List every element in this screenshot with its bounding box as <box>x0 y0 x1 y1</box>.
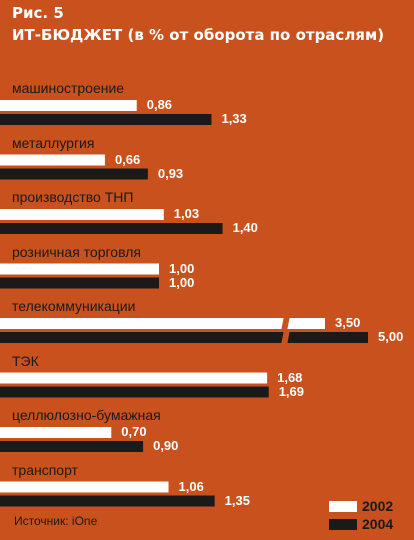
legend-label: 2004 <box>362 516 394 532</box>
bar-2004 <box>0 223 223 234</box>
category-label: машиностроение <box>12 80 125 96</box>
category-label: телекоммуникации <box>12 298 136 314</box>
value-label: 0,90 <box>153 438 179 453</box>
legend-swatch <box>329 501 357 512</box>
value-label: 1,06 <box>178 478 204 494</box>
bar-2002 <box>0 209 164 220</box>
bar-2002 <box>0 427 112 438</box>
bar-2002 <box>0 318 325 329</box>
chart-title: ИТ-БЮДЖЕТ (в % от оборота по отраслям) <box>12 26 385 44</box>
category-label: металлургия <box>12 134 95 151</box>
bar-2002 <box>0 154 105 166</box>
bar-2002 <box>0 100 137 111</box>
bar-2004 <box>0 332 368 343</box>
value-label: 0,70 <box>121 424 147 439</box>
value-label: 1,40 <box>232 220 258 235</box>
value-label: 0,86 <box>146 97 173 112</box>
figure-number: Рис. 5 <box>12 4 64 22</box>
bar-2004 <box>0 114 212 125</box>
value-label: 1,35 <box>224 492 250 508</box>
value-label: 1,68 <box>277 369 303 385</box>
category-label: целлюлозно-бумажная <box>12 407 161 423</box>
value-label: 1,33 <box>221 111 247 126</box>
bar-2004 <box>0 277 159 289</box>
bar-2004 <box>0 495 215 507</box>
value-label: 0,93 <box>157 165 184 181</box>
bar-2002 <box>0 481 169 493</box>
legend-label: 2002 <box>362 498 394 514</box>
value-label: 1,00 <box>169 274 195 290</box>
source-note: Источник: iOne <box>14 514 98 528</box>
value-label: 1,03 <box>173 206 200 221</box>
bar-2002 <box>0 263 159 275</box>
category-label: производство ТНП <box>12 189 134 205</box>
bar-2004 <box>0 386 269 398</box>
bar-2002 <box>0 372 268 384</box>
value-label: 1,69 <box>278 383 305 399</box>
axis-break <box>281 316 290 331</box>
value-label: 1,00 <box>169 260 195 276</box>
bar-2004 <box>0 441 144 452</box>
value-label: 3,50 <box>335 315 361 330</box>
category-label: розничная торговля <box>12 243 141 260</box>
value-label: 5,00 <box>378 329 404 344</box>
bar-2004 <box>0 168 148 180</box>
legend-swatch <box>329 519 357 530</box>
category-label: ТЭК <box>12 352 39 369</box>
value-label: 0,66 <box>114 151 141 167</box>
axis-break <box>281 330 290 345</box>
category-label: транспорт <box>12 461 78 478</box>
